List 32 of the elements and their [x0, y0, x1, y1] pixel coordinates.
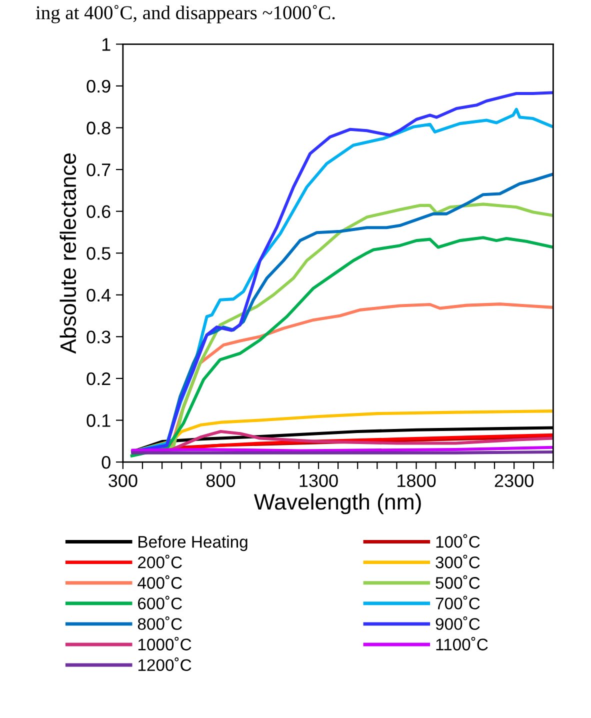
y-tick-label: 0.6 [86, 205, 110, 218]
text: ing at 400˚C, and disappears ~1000˚C. [36, 5, 335, 24]
legend-label: 200˚C [138, 554, 182, 568]
y-tick-label: 0.4 [86, 288, 111, 302]
x-tick-label: 300 [108, 474, 138, 488]
legend-label: 1000˚C [138, 636, 192, 650]
y-tick-label: 0.1 [86, 414, 110, 427]
y-tick-label: 0.5 [86, 247, 110, 260]
legend-label: 900˚C [436, 616, 480, 630]
legend-label: 100˚C [436, 534, 480, 548]
legend-label: 400˚C [138, 575, 182, 589]
legend-label: 1200˚C [138, 657, 192, 671]
y-axis-title: Absolute reflectance [60, 153, 76, 354]
legend-label: 800˚C [138, 616, 182, 630]
legend-label: Before Heating [138, 536, 248, 552]
legend-label: 500˚C [436, 575, 480, 589]
x-tick-label: 1800 [398, 474, 436, 488]
x-tick-label: 800 [206, 474, 236, 488]
y-tick-label: 0.8 [86, 122, 110, 134]
legend-label: 1100˚C [436, 636, 488, 650]
legend-label: 300˚C [436, 554, 480, 568]
y-tick-label: 0.2 [86, 372, 110, 386]
x-tick-label: 1300 [300, 474, 338, 488]
legend-label: 700˚C [436, 596, 480, 610]
legend-label: 600˚C [138, 596, 182, 610]
y-tick-label: 0.7 [86, 163, 110, 176]
y-tick-label: 0 [102, 456, 110, 469]
y-tick-label: 0.3 [86, 330, 110, 344]
x-axis-title: Wavelength (nm) [254, 493, 421, 514]
y-tick-label: 1 [102, 38, 110, 51]
x-tick-label: 2300 [494, 474, 534, 488]
y-tick-label: 0.9 [86, 80, 110, 93]
